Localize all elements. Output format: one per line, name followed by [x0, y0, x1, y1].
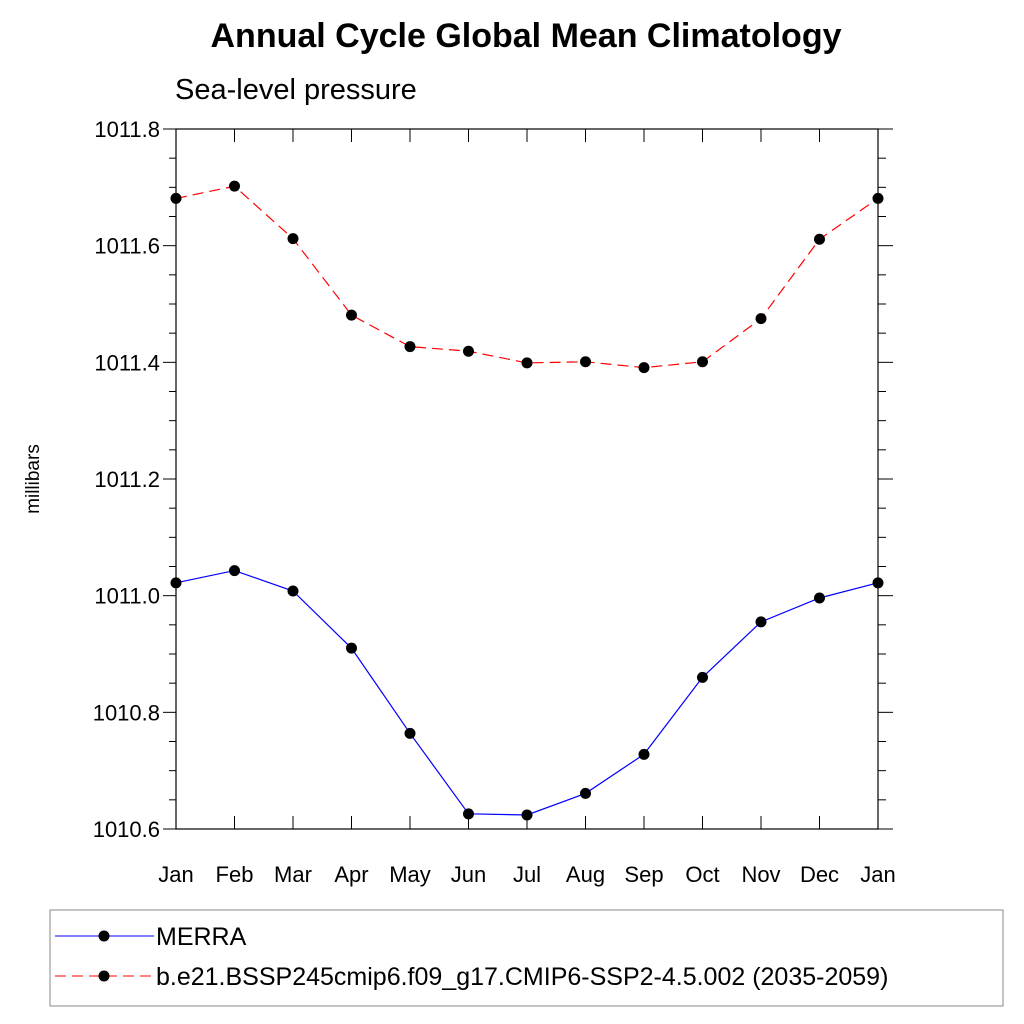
- x-tick-label: Apr: [334, 862, 368, 887]
- legend-box: [49, 909, 1004, 1007]
- x-tick-label: Jan: [158, 862, 193, 887]
- series-0-point: [287, 585, 299, 597]
- x-tick-label: Aug: [566, 862, 605, 887]
- plot-area-frame: [175, 128, 879, 830]
- y-tick-label: 1010.8: [93, 700, 160, 725]
- x-tick-label: Dec: [800, 862, 839, 887]
- legend: MERRA b.e21.BSSP245cmip6.f09_g17.CMIP6-S…: [49, 909, 1004, 1007]
- legend-label-cmip6: b.e21.BSSP245cmip6.f09_g17.CMIP6-SSP2-4.…: [156, 963, 888, 991]
- x-tick-label: Jul: [513, 862, 541, 887]
- legend-label-merra: MERRA: [156, 923, 247, 951]
- series-0-point: [404, 727, 416, 739]
- series-0-point: [580, 787, 591, 799]
- series-1-point: [580, 356, 591, 368]
- x-tick-label: Jun: [451, 862, 486, 887]
- series-line-0: [175, 569, 879, 816]
- x-tick-label: Jan: [860, 862, 895, 887]
- series-1-point: [229, 180, 240, 192]
- series-1-point: [521, 357, 533, 369]
- x-tick-label: Mar: [274, 862, 312, 887]
- chart-subtitle: Sea-level pressure: [175, 74, 417, 106]
- y-tick-label: 1011.8: [94, 117, 160, 142]
- x-tick-label: Sep: [624, 862, 663, 887]
- series-1-point: [463, 345, 474, 357]
- y-axis-label: millibars: [23, 444, 44, 514]
- series-0-point: [697, 671, 708, 683]
- y-tick-label: 1011.0: [94, 584, 160, 609]
- y-tick-label: 1011.4: [94, 350, 160, 375]
- legend-marker-cmip6: [98, 970, 110, 982]
- y-tick-label: 1011.6: [94, 234, 160, 259]
- x-tick-label: May: [389, 862, 431, 887]
- series-0-point: [638, 748, 650, 760]
- y-tick-label: 1010.6: [93, 817, 160, 842]
- x-tick-label: Oct: [685, 862, 719, 887]
- series-0-point: [755, 616, 767, 628]
- series-1-point: [638, 362, 650, 374]
- series-0-point: [521, 809, 533, 821]
- series-0-point: [229, 565, 240, 577]
- x-tick-label: Feb: [216, 862, 254, 887]
- series-1-point: [346, 309, 357, 321]
- legend-marker-merra: [98, 930, 110, 942]
- series-line-1: [175, 185, 879, 369]
- series-0-point: [463, 808, 474, 820]
- series-0-point: [814, 592, 825, 604]
- series-1-point: [287, 233, 299, 245]
- series-1-point: [404, 341, 416, 353]
- series-1-point: [697, 356, 708, 368]
- series-1-point: [755, 313, 767, 325]
- series-0-point: [346, 642, 357, 654]
- chart-title: Annual Cycle Global Mean Climatology: [211, 17, 842, 55]
- x-tick-label: Nov: [741, 862, 780, 887]
- series-1-point: [814, 233, 825, 245]
- y-tick-label: 1011.2: [94, 467, 160, 492]
